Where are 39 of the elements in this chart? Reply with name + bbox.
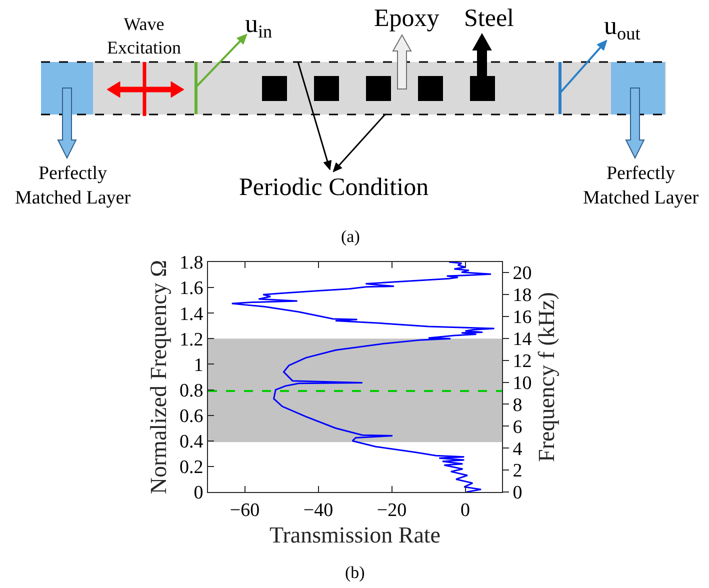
y2-tick-label: 6	[512, 416, 522, 438]
text: Perfectly Matched Layer	[15, 163, 132, 209]
y-tick-label: 0.4	[179, 432, 204, 453]
y2-tick-label: 18	[512, 285, 532, 306]
y-tick-label: 1	[194, 354, 204, 376]
text: Periodic Condition	[239, 174, 430, 201]
line-series	[231, 262, 496, 492]
y-tick-label: 1.2	[179, 329, 204, 350]
text: Perfectly Matched Layer	[583, 163, 700, 209]
y2-tick-label: 0	[512, 482, 522, 504]
x-tick-label: −40	[303, 500, 334, 521]
y-tick-label: 0.2	[179, 457, 204, 478]
text: u$_{out}$	[604, 11, 640, 44]
y2-tick-label: 4	[512, 438, 523, 460]
y-tick-label: 1.6	[179, 278, 204, 300]
x-tick-label: −60	[230, 500, 260, 521]
y2-tick-label: 8	[512, 394, 522, 416]
x-axis-title: Transmission Rate	[269, 522, 441, 548]
y-tick-label: 0.8	[179, 380, 204, 402]
y2-tick-label: 14	[512, 329, 532, 350]
text: u$_{in}$	[245, 9, 272, 42]
y-tick-label: 1.8	[179, 252, 204, 274]
y2-axis-title: Frequency f (kHz)	[534, 292, 559, 462]
y2-tick-label: 16	[512, 307, 532, 328]
y-axis-title: Normalized Frequency Ω	[146, 260, 171, 494]
x-tick-label: 0	[460, 500, 470, 521]
x-tick-label: −20	[376, 500, 407, 521]
y-tick-label: 0.6	[179, 406, 204, 427]
text: Steel	[464, 5, 514, 32]
text: (a)	[341, 227, 360, 246]
y-tick-label: 0	[194, 482, 204, 504]
text: (b)	[345, 563, 365, 582]
y2-tick-label: 12	[512, 350, 532, 372]
text: Epoxy	[374, 5, 440, 32]
y-tick-label: 1.4	[179, 304, 204, 325]
y2-tick-label: 2	[512, 460, 522, 482]
y2-tick-label: 10	[512, 372, 532, 394]
text: Wave Excitation	[107, 14, 181, 58]
y2-tick-label: 20	[512, 263, 532, 284]
